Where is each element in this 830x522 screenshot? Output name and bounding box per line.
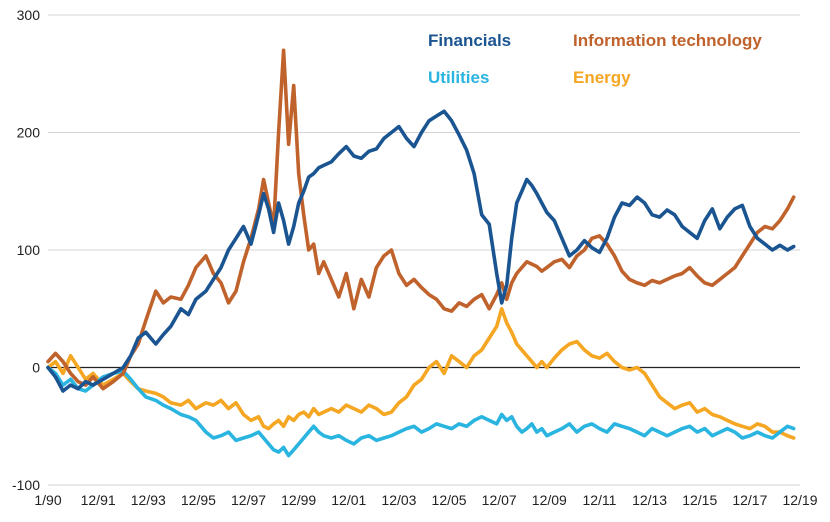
series-line-utilities [46, 365, 796, 458]
legend-financials: Financials [428, 31, 511, 50]
x-tick-label: 12/01 [331, 492, 366, 508]
x-tick-label: 12/05 [432, 492, 467, 508]
x-tick-label: 12/15 [682, 492, 717, 508]
x-axis-ticks: 1/90 12/91 12/93 12/95 12/97 12/99 12/01 12/03 1… [34, 492, 817, 508]
x-tick-label: 12/17 [732, 492, 767, 508]
legend-information-technology: Information technology [573, 31, 762, 50]
series-line-energy [46, 307, 796, 440]
y-tick-label: 200 [17, 125, 41, 141]
x-tick-label: 1/90 [34, 492, 61, 508]
series-lines [46, 48, 796, 458]
x-tick-label: 12/07 [482, 492, 517, 508]
y-tick-label: -100 [12, 477, 40, 493]
x-tick-label: 12/91 [81, 492, 116, 508]
x-tick-label: 12/13 [632, 492, 667, 508]
x-tick-label: 12/97 [231, 492, 266, 508]
x-tick-label: 12/95 [181, 492, 216, 508]
y-axis-ticks: 300 200 100 0 -100 [12, 7, 40, 493]
series-line-financials [46, 109, 796, 393]
x-tick-label: 12/99 [281, 492, 316, 508]
legend-energy: Energy [573, 68, 631, 87]
legend-utilities: Utilities [428, 68, 489, 87]
x-tick-label: 12/03 [381, 492, 416, 508]
y-tick-label: 0 [32, 360, 40, 376]
x-tick-label: 12/11 [582, 492, 616, 508]
series-line-information-technology [46, 48, 796, 391]
gridlines [48, 14, 800, 486]
legend: Financials Information technology Utilit… [428, 31, 762, 87]
x-tick-label: 12/93 [131, 492, 166, 508]
x-tick-label: 12/09 [532, 492, 567, 508]
y-tick-label: 300 [17, 7, 41, 23]
x-tick-label: 12/19 [782, 492, 817, 508]
y-tick-label: 100 [17, 242, 41, 258]
